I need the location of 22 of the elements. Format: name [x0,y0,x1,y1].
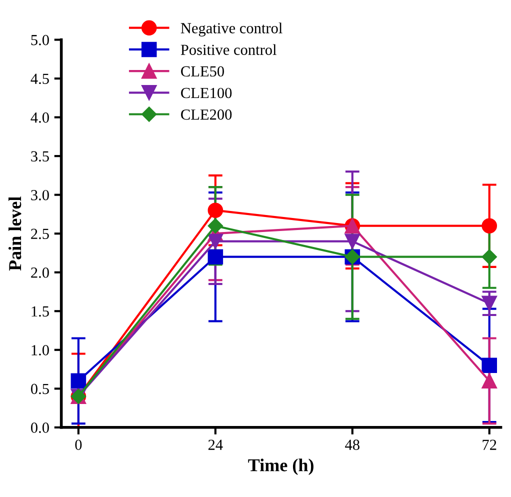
x-tick-label: 24 [208,440,223,450]
y-tick-label: 1.5 [32,306,49,317]
legend-label: CLE50 [181,66,224,77]
y-tick-label: 3.5 [31,151,49,162]
legend-label: CLE200 [181,109,232,120]
legend-label: CLE100 [181,88,232,98]
x-tick-label: 48 [345,440,360,450]
y-axis-title: Pain level [8,196,22,271]
x-axis-title: Time (h) [248,458,314,476]
y-tick-label: 2.0 [31,267,49,278]
y-tick-label: 2.5 [31,228,49,240]
legend-label: Negative control [180,22,282,36]
y-tick-label: 5.0 [31,34,49,46]
legend-label: Positive control [180,44,276,55]
x-tick-label: 72 [482,440,496,450]
x-tick-label: 0 [75,440,82,450]
y-tick-label: 3.0 [31,190,49,200]
y-tick-label: 0.5 [31,384,49,394]
y-tick-label: 4.0 [30,112,49,123]
y-tick-label: 4.5 [30,74,49,84]
y-tick-label: 1.0 [32,345,49,356]
y-tick-label: 0.0 [31,422,49,433]
